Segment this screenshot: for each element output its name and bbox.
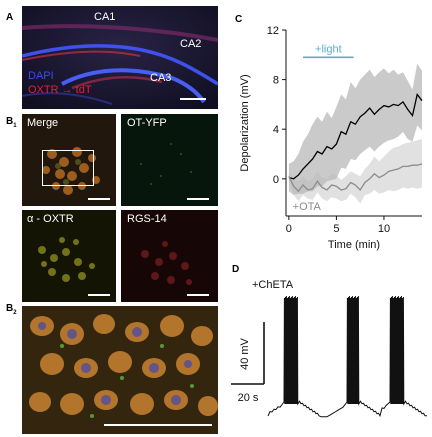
y-tick-label: 8	[273, 75, 279, 87]
merge-label: Merge	[27, 117, 59, 129]
panel-label-b2: B2	[6, 303, 17, 316]
depolarization-chart: 0 4 8 12 0 5 10 Depolarization (mV) Time (min)…	[239, 25, 423, 251]
chart-bands	[288, 63, 422, 204]
panel-label-b2-sub: 2	[13, 310, 17, 316]
zoom-cells	[22, 306, 218, 434]
scale-bar	[187, 198, 209, 200]
panel-label-b1-sub: 1	[13, 123, 17, 129]
scale-bar	[180, 98, 206, 100]
scale-bar	[104, 424, 212, 426]
x-axis-label: Time (min)	[328, 239, 380, 251]
ot-yfp-fibers	[121, 114, 218, 206]
hippocampus-drawing	[22, 6, 218, 109]
panel-label-c: C	[235, 14, 243, 25]
merge-image: Merge	[22, 114, 116, 206]
ota-label: +OTA	[293, 201, 322, 213]
voltage-trace	[267, 295, 427, 418]
light-label: +light	[315, 43, 342, 55]
scale-bar	[187, 294, 209, 296]
chart-axes	[285, 30, 422, 217]
cheta-label: +ChETA	[252, 279, 294, 291]
oxtr-cells	[22, 210, 116, 302]
legend-dapi: DAPI	[28, 70, 54, 82]
series-line-1	[288, 163, 423, 193]
oxtr-label: α - OXTR	[27, 213, 74, 225]
y-tick-label: 12	[267, 25, 279, 37]
zoom-box	[42, 150, 94, 186]
ot-yfp-label: OT-YFP	[127, 117, 167, 129]
region-label-ca3: CA3	[150, 72, 172, 84]
time-scale-label: 20 s	[238, 392, 259, 404]
rgs14-image: RGS-14	[121, 210, 218, 302]
panel-label-b1: B1	[6, 116, 17, 129]
scale-bar	[88, 198, 110, 200]
rgs14-cells	[121, 210, 218, 302]
x-tick-label: 5	[333, 223, 339, 235]
y-tick-label: 0	[273, 174, 279, 186]
scale-bar	[88, 294, 110, 296]
cheta-trace-chart: +ChETA 40 mV 20 s	[231, 279, 427, 418]
x-tick-label: 0	[286, 223, 292, 235]
chart-lines	[288, 93, 423, 193]
hippocampus-image: CA1 CA2 CA3 DAPI OXTR → tdT	[22, 6, 218, 109]
ot-yfp-image: OT-YFP	[121, 114, 218, 206]
chart-ticks: 0 4 8 12 0 5 10	[267, 25, 390, 235]
series-line-0	[288, 93, 423, 180]
panel-label-d: D	[232, 264, 240, 275]
legend-oxtr: OXTR → tdT	[28, 84, 92, 96]
series-band-0	[288, 63, 422, 195]
oxtr-image: α - OXTR	[22, 210, 116, 302]
y-tick-label: 4	[273, 124, 279, 136]
panel-label-b2-letter: B	[6, 303, 14, 314]
rgs14-label: RGS-14	[127, 213, 167, 225]
voltage-scale-label: 40 mV	[239, 337, 251, 369]
region-label-ca2: CA2	[180, 38, 202, 50]
zoom-image	[22, 306, 218, 434]
x-tick-label: 10	[378, 223, 390, 235]
merge-cells	[22, 114, 116, 206]
y-axis-label: Depolarization (mV)	[239, 74, 251, 171]
panel-label-b1-letter: B	[6, 116, 14, 127]
panel-label-a: A	[6, 12, 14, 23]
region-label-ca1: CA1	[94, 11, 116, 23]
